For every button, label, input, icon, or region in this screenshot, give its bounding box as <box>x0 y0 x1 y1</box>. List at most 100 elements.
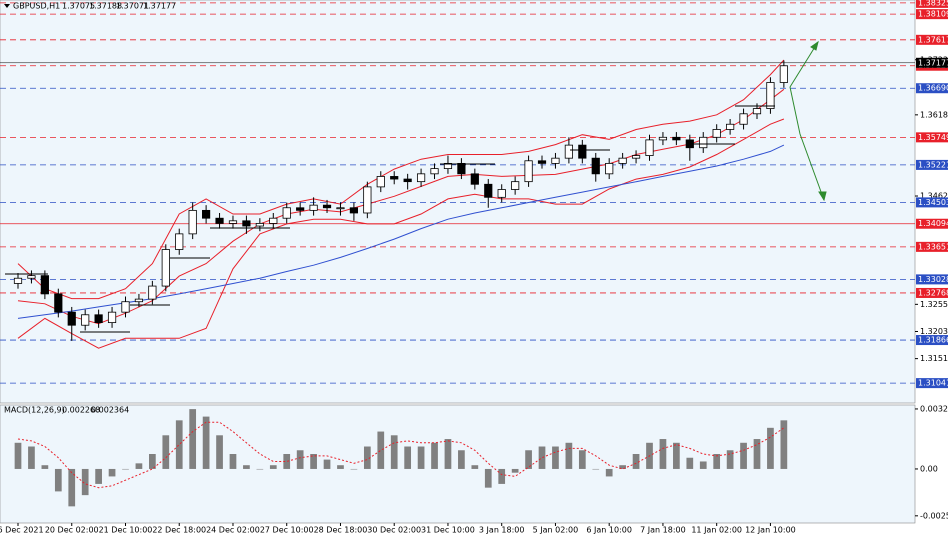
overlay-line <box>17 59 785 300</box>
candle-body <box>645 139 654 156</box>
overlay-line <box>17 88 785 325</box>
macd-tick-label: -0.002506 <box>920 511 948 520</box>
level-box <box>916 83 948 94</box>
candle-body <box>712 129 721 138</box>
macd-bar <box>377 431 385 469</box>
macd-tick-label: 0.00 <box>920 464 938 473</box>
candle-body <box>322 204 332 209</box>
macd-bar <box>202 416 210 469</box>
candle-body <box>336 207 345 210</box>
candle-body <box>215 217 224 224</box>
macd-bar <box>525 450 532 469</box>
candle-body <box>631 155 641 159</box>
candle-body <box>564 144 573 159</box>
macd-label: MACD(12,26,9) <box>4 406 65 415</box>
candle-body <box>605 162 614 175</box>
macd-bar <box>149 453 156 469</box>
level-box <box>916 274 948 285</box>
macd-bar <box>444 439 452 469</box>
macd-bar <box>726 450 734 469</box>
candle-body <box>430 168 439 175</box>
candle-body <box>255 223 264 227</box>
y-tick-label: 1.34625 <box>920 192 948 201</box>
macd-bar <box>767 427 774 469</box>
candle-body <box>188 209 197 235</box>
macd-bar <box>538 446 546 469</box>
macd-bar <box>592 468 600 470</box>
macd-bar <box>458 450 465 469</box>
level-box <box>916 159 948 170</box>
candle-body <box>779 65 788 83</box>
macd-bar <box>713 453 721 469</box>
level-label: 1.38109 <box>918 10 948 19</box>
macd-bar <box>740 442 747 469</box>
level-box <box>916 132 948 143</box>
x-tick-label: 12 Jan 10:00 <box>745 526 796 535</box>
level-label: 1.35221 <box>918 160 948 169</box>
macd-bar <box>162 435 170 469</box>
arrow-up <box>789 41 819 88</box>
macd-bar <box>565 442 573 469</box>
candle-body <box>551 157 560 164</box>
macd-bar <box>41 465 49 469</box>
macd-main: 0.002268 <box>62 406 100 415</box>
macd-bar <box>619 465 626 469</box>
candle-body <box>578 144 587 159</box>
candle-body <box>54 293 63 313</box>
x-tick-label: 28 Dec 18:00 <box>314 526 368 535</box>
macd-bar <box>686 457 694 469</box>
x-tick-label: 3 Jan 18:00 <box>479 526 525 535</box>
symbol: GBPUSD,H1 <box>13 2 60 11</box>
candle-body <box>349 207 359 214</box>
level-label: 1.34094 <box>918 219 948 228</box>
candle-body <box>81 314 90 326</box>
level-label: 1.35749 <box>918 133 948 142</box>
menu-triangle[interactable] <box>4 4 10 8</box>
y-tick-label: 1.36180 <box>920 110 948 119</box>
candle-body <box>457 162 466 175</box>
x-tick-label: 5 Jan 02:00 <box>533 526 579 535</box>
candle-body <box>363 186 372 214</box>
level-box <box>916 218 948 229</box>
candle-body <box>67 311 76 326</box>
candle-body <box>175 233 184 250</box>
macd-bar <box>780 420 788 469</box>
candle-body <box>524 160 533 183</box>
macd-bar <box>390 435 398 469</box>
y-tick-label: 1.31510 <box>920 354 948 363</box>
macd-bar <box>122 468 129 470</box>
candle-body <box>121 301 130 313</box>
macd-bar <box>363 446 371 469</box>
macd-bar <box>95 468 102 484</box>
candle-body <box>726 123 735 130</box>
level-box <box>916 287 948 298</box>
macd-bar <box>229 453 237 469</box>
macd-bar <box>283 453 291 469</box>
candle-body <box>27 275 36 279</box>
macd-bar <box>337 465 344 469</box>
macd-bar <box>498 468 506 484</box>
candle-body <box>752 108 762 115</box>
level-label: 1.33028 <box>918 275 948 284</box>
x-tick-label: 21 Dec 10:00 <box>99 526 153 535</box>
macd-bar <box>578 450 586 469</box>
candle-body <box>202 209 211 219</box>
x-tick-label: 16 Dec 2021 <box>0 526 44 535</box>
candle-body <box>94 314 103 324</box>
candle-body <box>296 207 305 211</box>
macd-bar <box>659 439 667 469</box>
macd-bar <box>216 435 223 469</box>
support-segments <box>5 105 775 333</box>
macd-bar <box>552 446 559 469</box>
candle-body <box>443 162 453 170</box>
macd-bar <box>632 453 640 469</box>
macd-bar <box>135 463 143 469</box>
candle-body <box>470 173 479 185</box>
level-label: 1.31041 <box>918 379 948 388</box>
last-price-box <box>916 57 948 68</box>
macd-bar <box>108 468 116 477</box>
macd-bar <box>269 465 277 469</box>
candle-body <box>591 157 600 175</box>
